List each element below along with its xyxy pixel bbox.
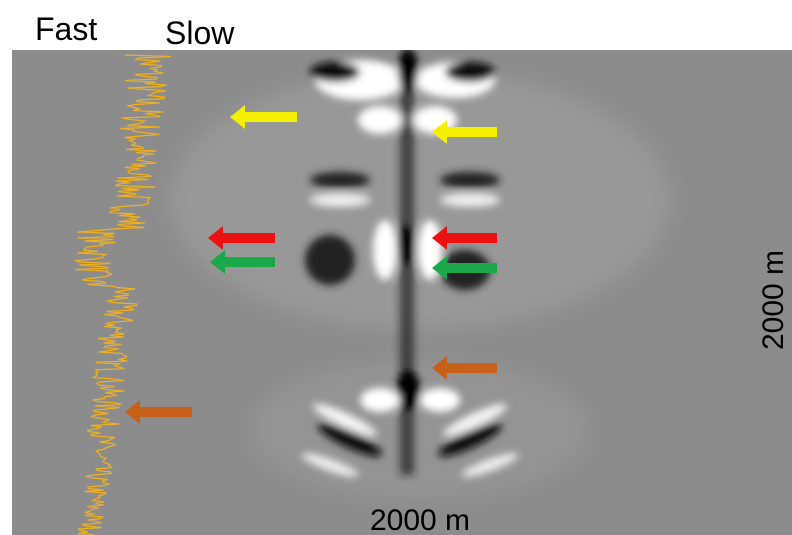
width-label: 2000 m [370,504,470,535]
slow-label: Slow [165,15,235,51]
seismic-image [12,48,792,535]
page: {"labels": {"fast": "Fast", "slow": "Slo… [0,0,792,535]
figure: Fast Slow 2000 m 2000 m [0,0,792,535]
fast-label: Fast [35,11,97,47]
depth-label: 2000 m [757,250,790,350]
